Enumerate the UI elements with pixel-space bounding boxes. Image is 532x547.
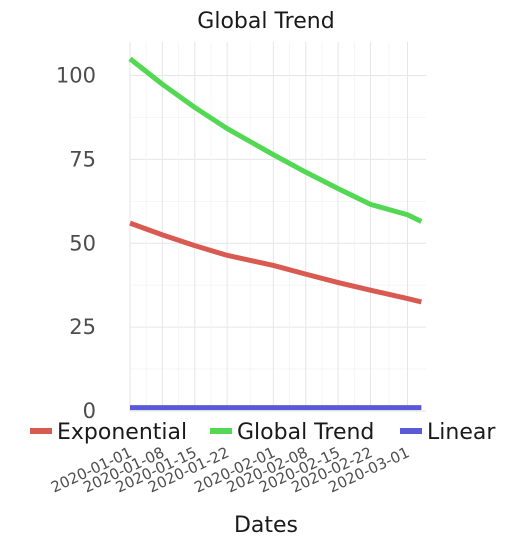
series-line-exponential <box>129 220 422 305</box>
y-tick-label: 75 <box>69 147 96 171</box>
chart-title: Global Trend <box>197 9 334 34</box>
y-tick-label: 25 <box>69 315 96 339</box>
grid <box>129 42 426 412</box>
legend-swatch <box>400 428 422 434</box>
legend-swatch <box>30 428 52 434</box>
legend-label: Linear <box>427 420 496 445</box>
y-tick-label: 0 <box>83 399 96 423</box>
y-tick-label: 100 <box>56 64 96 88</box>
x-axis-ticks: 2020-01-012020-01-082020-01-152020-01-22… <box>48 443 412 496</box>
series-line-global-trend <box>128 56 423 224</box>
y-axis-ticks: 0 25 50 75 100 <box>56 64 96 423</box>
legend-label: Exponential <box>57 420 187 445</box>
x-axis-label: Dates <box>234 513 298 538</box>
legend: Exponential Global Trend Linear <box>30 420 496 445</box>
y-tick-label: 50 <box>69 231 96 255</box>
legend-label: Global Trend <box>237 420 374 445</box>
legend-swatch <box>210 428 232 434</box>
series-lines <box>128 56 423 411</box>
